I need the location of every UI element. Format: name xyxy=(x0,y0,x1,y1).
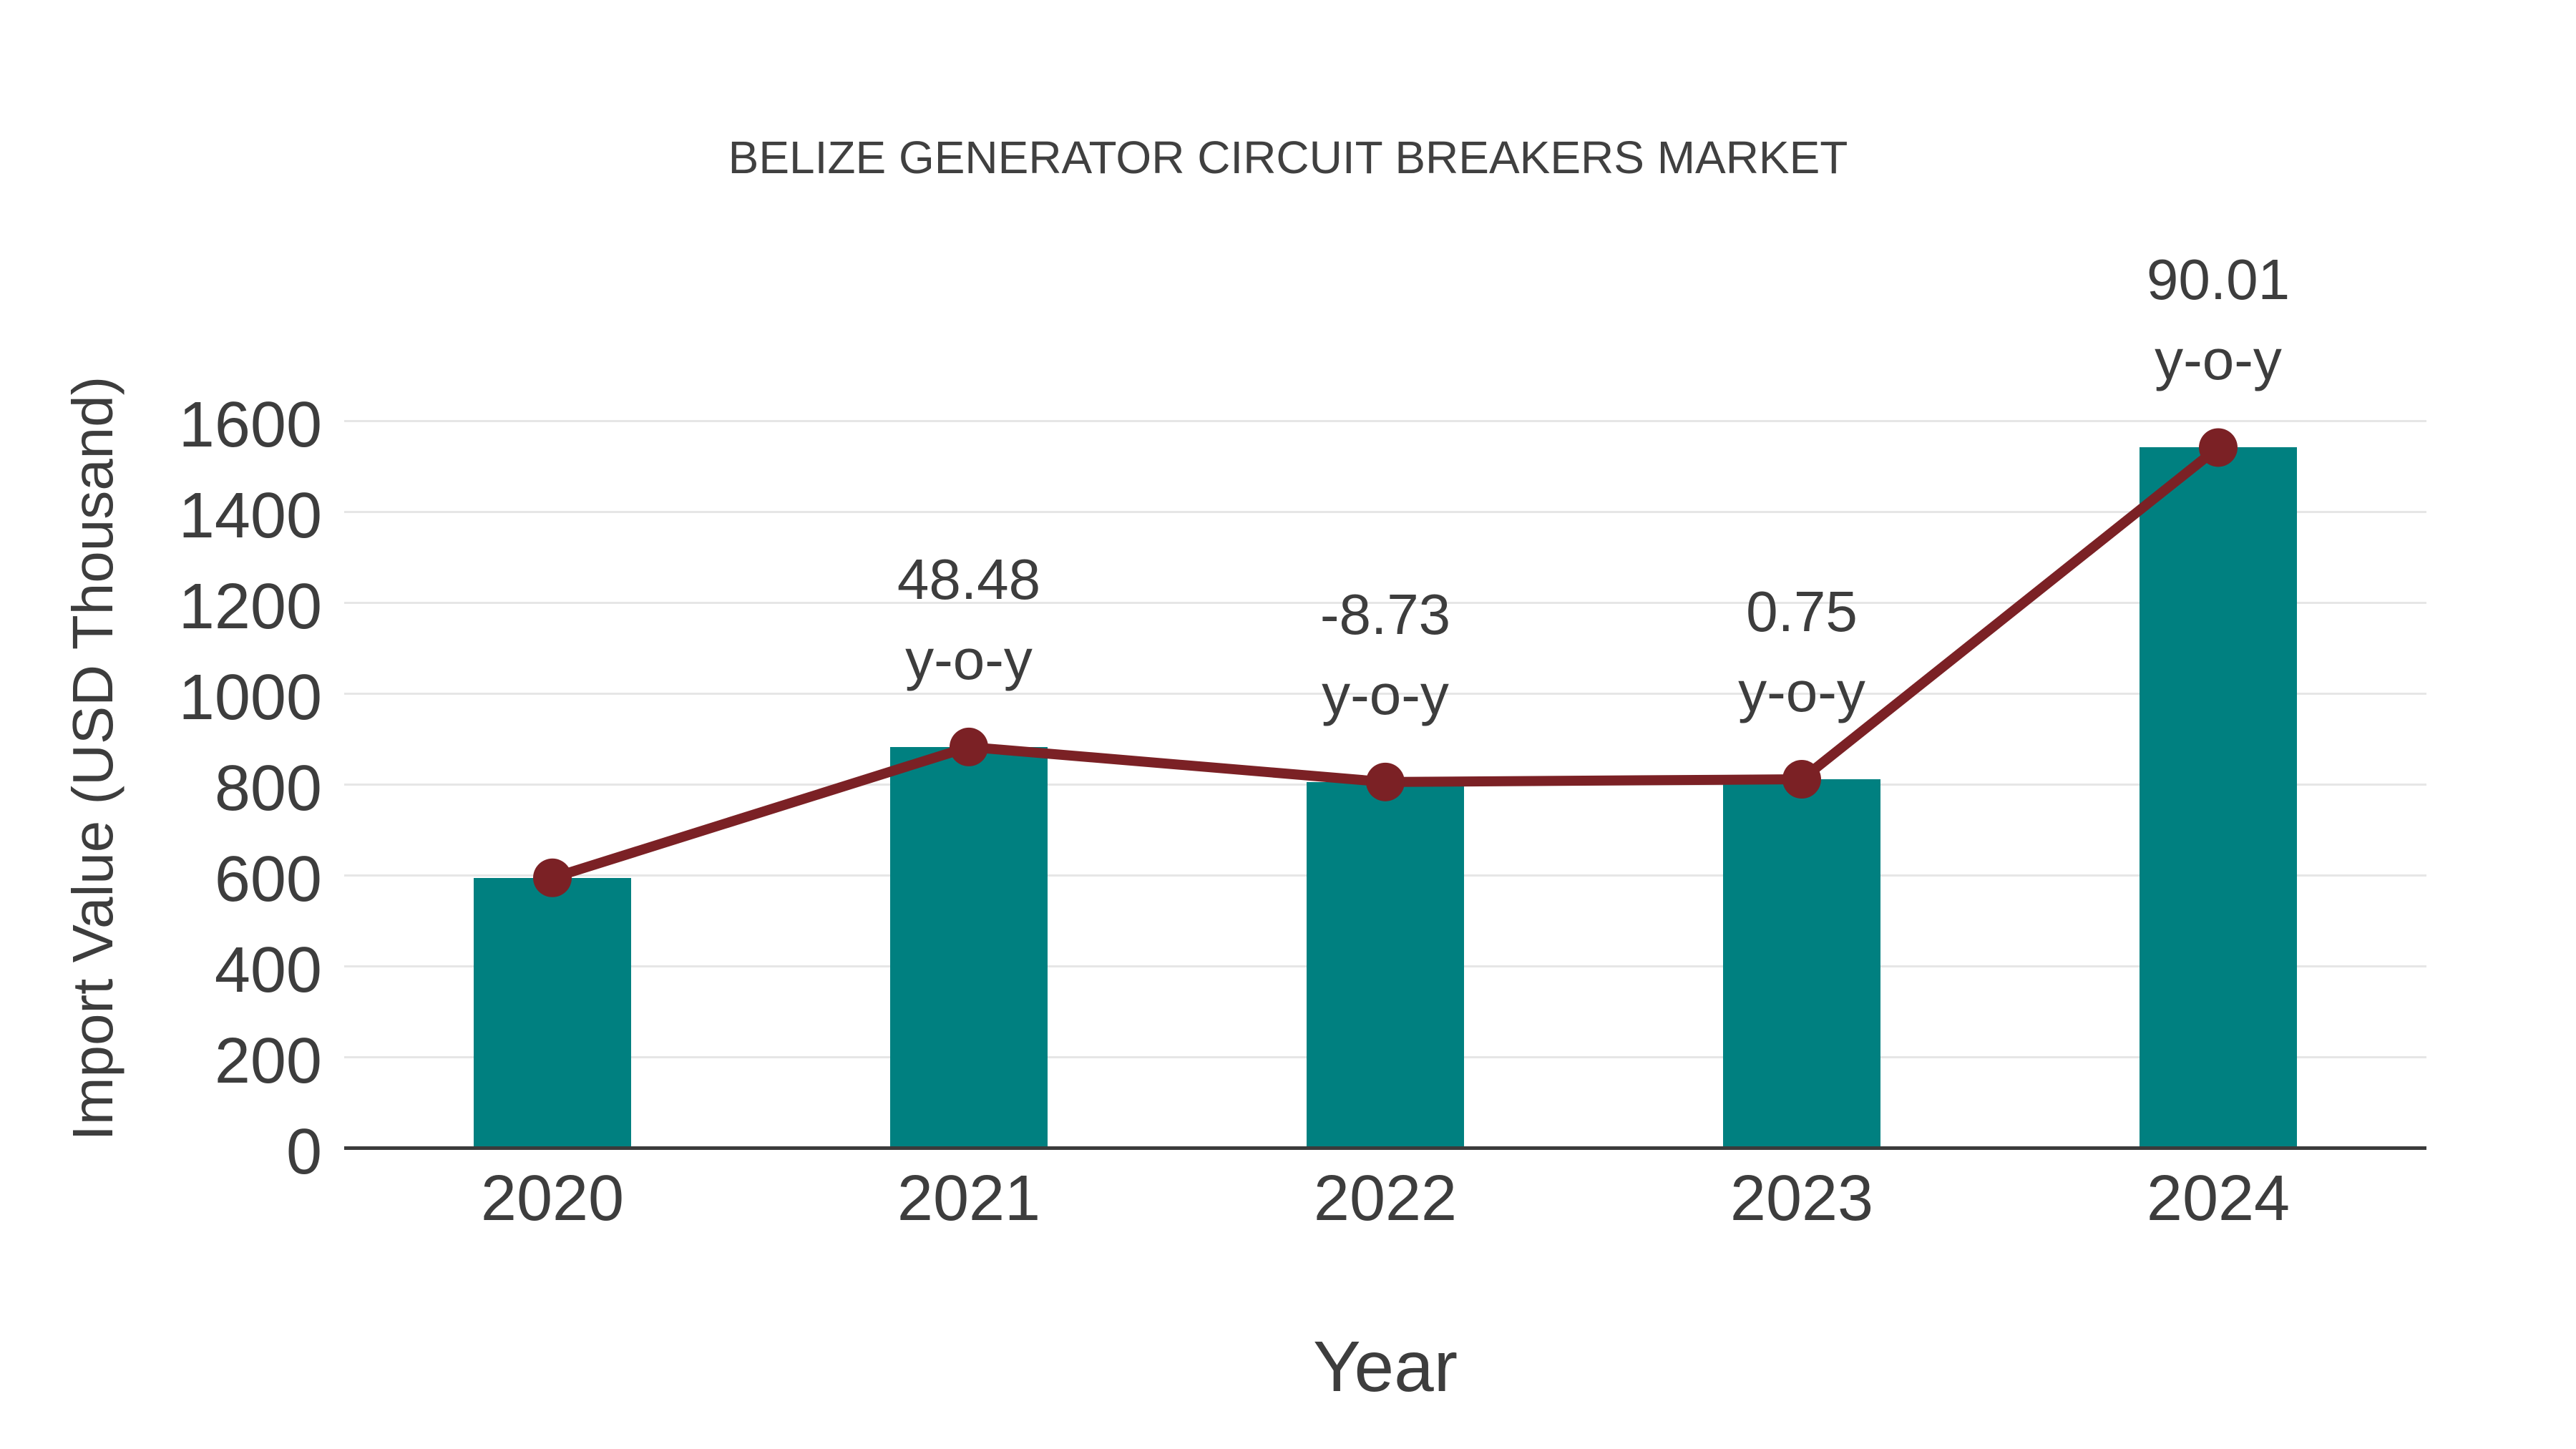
x-tick-label: 2021 xyxy=(897,1163,1041,1234)
yoy-label: y-o-y xyxy=(905,627,1033,691)
y-tick-label: 200 xyxy=(214,1025,322,1097)
y-tick-label: 1400 xyxy=(178,480,322,552)
gridline xyxy=(344,419,2426,422)
yoy-annotation-2023: 0.75 y-o-y xyxy=(1587,572,2016,732)
bar-2022 xyxy=(1307,781,1464,1148)
y-tick-label: 1000 xyxy=(178,662,322,733)
bar-2024 xyxy=(2140,447,2297,1148)
yoy-annotation-2021: 48.48 y-o-y xyxy=(754,540,1184,700)
y-tick-label: 1600 xyxy=(178,389,322,461)
bar-2021 xyxy=(890,746,1048,1148)
gridline xyxy=(344,510,2426,513)
x-axis-title: Year xyxy=(1312,1327,1458,1407)
yoy-value: 0.75 xyxy=(1746,580,1858,643)
bar-2023 xyxy=(1723,779,1880,1148)
yoy-annotation-2024: 90.01 y-o-y xyxy=(2004,240,2433,400)
y-tick-label: 1200 xyxy=(178,571,322,643)
y-tick-label: 400 xyxy=(214,935,322,1006)
y-tick-label: 0 xyxy=(286,1116,322,1188)
yoy-label: y-o-y xyxy=(2155,328,2282,392)
yoy-value: -8.73 xyxy=(1319,582,1451,646)
x-tick-label: 2022 xyxy=(1313,1163,1458,1234)
yoy-value: 48.48 xyxy=(897,547,1041,611)
chart-title: BELIZE GENERATOR CIRCUIT BREAKERS MARKET xyxy=(728,132,1848,183)
yoy-label: y-o-y xyxy=(1738,660,1865,723)
y-tick-label: 600 xyxy=(214,844,322,915)
y-tick-label: 800 xyxy=(214,753,322,824)
yoy-annotation-2022: -8.73 y-o-y xyxy=(1171,575,1600,735)
yoy-value: 90.01 xyxy=(2146,248,2290,312)
bar-2020 xyxy=(474,877,631,1148)
x-tick-label: 2024 xyxy=(2146,1163,2290,1234)
x-tick-label: 2020 xyxy=(480,1163,625,1234)
yoy-label: y-o-y xyxy=(1322,662,1449,726)
x-axis-line xyxy=(344,1146,2426,1150)
x-tick-label: 2023 xyxy=(1729,1163,1874,1234)
